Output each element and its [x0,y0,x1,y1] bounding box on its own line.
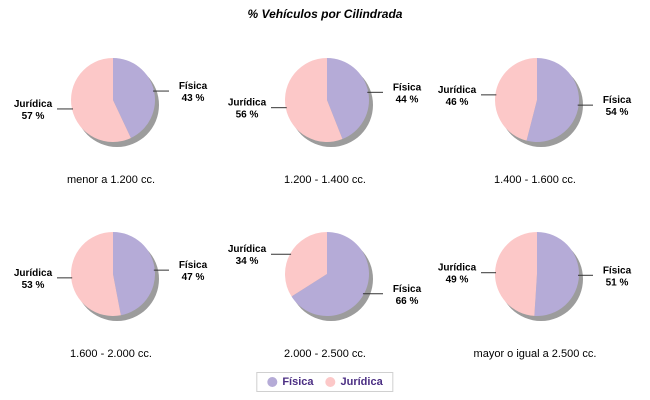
pie-caption-6: mayor o igual a 2.500 cc. [473,348,597,360]
slice-label-name: Física [603,95,632,106]
slice-label-value: 66 % [396,296,419,307]
pie-slice-física [113,232,156,316]
slice-label-name: Jurídica [14,268,53,279]
slice-label-value: 47 % [182,272,205,283]
slice-label-value: 54 % [606,107,629,118]
fisica-legend-marker-icon [267,377,278,387]
slice-label-value: 44 % [396,94,419,105]
pie-panel-6: Física 51 % Jurídica 49 % mayor o igual a 2… [427,212,643,362]
pie-slice-jurídica [495,232,537,316]
pie-panel-1: Física 43 % Jurídica 57 % menor a 1.200 cc. [3,38,219,188]
slice-label-value: 46 % [446,97,469,108]
pie-caption-4: 1.600 - 2.000 cc. [70,348,152,360]
slice-label-name: Física [393,82,422,93]
legend: Física Jurídica [256,372,394,392]
pie-slice-jurídica [495,57,537,141]
legend-label-juridica: Jurídica [340,376,383,388]
pie-caption-5: 2.000 - 2.500 cc. [284,348,366,360]
legend-item-juridica: Jurídica [325,376,383,388]
pie-caption-3: 1.400 - 1.600 cc. [494,174,576,186]
pie-slice-jurídica [285,58,343,142]
slice-label-value: 34 % [236,256,259,267]
pie-slice-física [534,232,579,316]
legend-item-fisica: Física [267,376,314,388]
slice-label-value: 49 % [446,275,469,286]
pie-slice-física [113,58,156,139]
pie-caption-2: 1.200 - 1.400 cc. [284,174,366,186]
pie-slice-física [526,58,579,142]
pie-slice-física [327,58,369,140]
slice-label-name: Jurídica [438,85,477,96]
slice-label-value: 56 % [236,110,259,121]
slice-label-value: 53 % [22,280,45,291]
slice-label-name: Física [179,81,208,92]
slice-label-value: 43 % [182,93,205,104]
pie-slice-jurídica [71,232,121,316]
juridica-legend-marker-icon [325,377,336,387]
pie-panel-3: Física 54 % Jurídica 46 % 1.400 - 1.600 cc. [427,38,643,188]
slice-label-name: Jurídica [228,244,267,255]
slice-label-value: 57 % [22,111,45,122]
pie-slice-jurídica [71,58,131,142]
pie-panel-5: Física 66 % Jurídica 34 % 2.000 - 2.500 cc. [217,212,433,362]
slice-label-name: Jurídica [228,98,267,109]
pie-caption-1: menor a 1.200 cc. [66,174,156,186]
chart-title: % Vehículos por Cilindrada [247,7,403,21]
pie-slice-jurídica [285,232,327,297]
slice-label-name: Física [603,265,632,276]
slice-label-name: Jurídica [14,99,53,110]
pie-slice-física [291,232,369,316]
pie-panel-2: Física 44 % Jurídica 56 % 1.200 - 1.400 cc. [217,38,433,188]
slice-label-name: Física [393,284,422,295]
slice-label-name: Jurídica [438,263,477,274]
slice-label-value: 51 % [606,277,629,288]
legend-label-fisica: Física [282,376,314,388]
pie-panel-4: Física 47 % Jurídica 53 % 1.600 - 2.000 cc. [3,212,219,362]
slice-label-name: Física [179,260,208,271]
